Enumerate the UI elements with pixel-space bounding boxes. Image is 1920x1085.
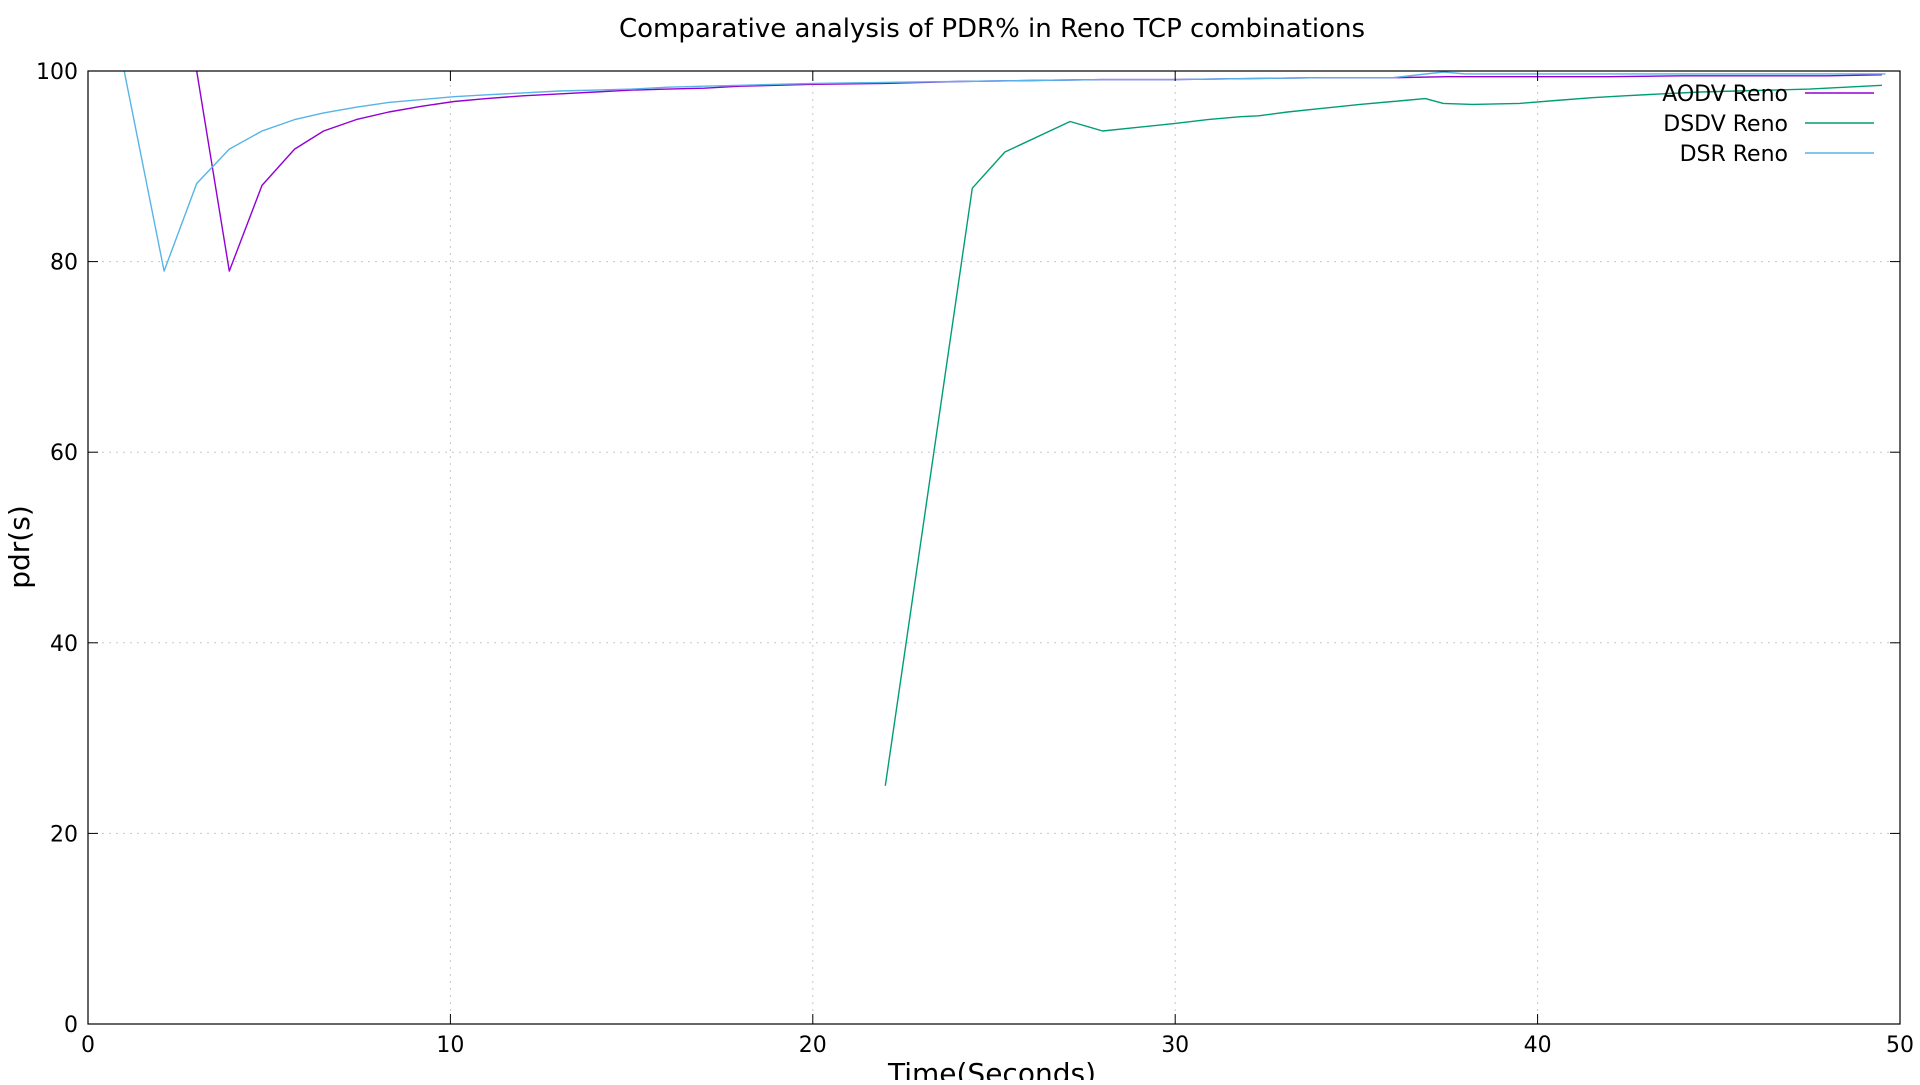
x-tick-label: 30: [1161, 1033, 1189, 1058]
series-line-dsdv-reno: [884, 84, 1882, 786]
x-axis-label: Time(Seconds): [887, 1057, 1096, 1080]
legend-label-aodv-reno: AODV Reno: [1662, 82, 1788, 107]
grid: [88, 71, 1900, 1024]
x-tick-label: 10: [436, 1033, 464, 1058]
series-line-dsr-reno: [123, 70, 1886, 272]
y-tick-label: 60: [50, 441, 78, 466]
y-tick-label: 100: [36, 60, 78, 85]
y-tick-label: 0: [64, 1013, 78, 1038]
y-axis-label: pdr(s): [3, 505, 36, 589]
y-tick-label: 20: [50, 822, 78, 847]
axis-ticks: 0 10 20 30 40 50 0 20 40 60 80 100: [36, 60, 1914, 1058]
series-line-aodv-reno: [196, 70, 1882, 272]
x-tick-label: 40: [1524, 1033, 1552, 1058]
y-tick-label: 80: [50, 251, 78, 276]
x-tick-label: 50: [1886, 1033, 1914, 1058]
y-tick-label: 40: [50, 632, 78, 657]
legend-label-dsdv-reno: DSDV Reno: [1663, 112, 1788, 137]
plot-frame: [87, 70, 1901, 1025]
chart-title: Comparative analysis of PDR% in Reno TCP…: [619, 14, 1365, 44]
legend: AODV Reno DSDV Reno DSR Reno: [1662, 82, 1874, 167]
x-tick-label: 0: [81, 1033, 95, 1058]
series-lines: [123, 70, 1886, 786]
x-tick-label: 20: [799, 1033, 827, 1058]
legend-label-dsr-reno: DSR Reno: [1680, 142, 1788, 167]
